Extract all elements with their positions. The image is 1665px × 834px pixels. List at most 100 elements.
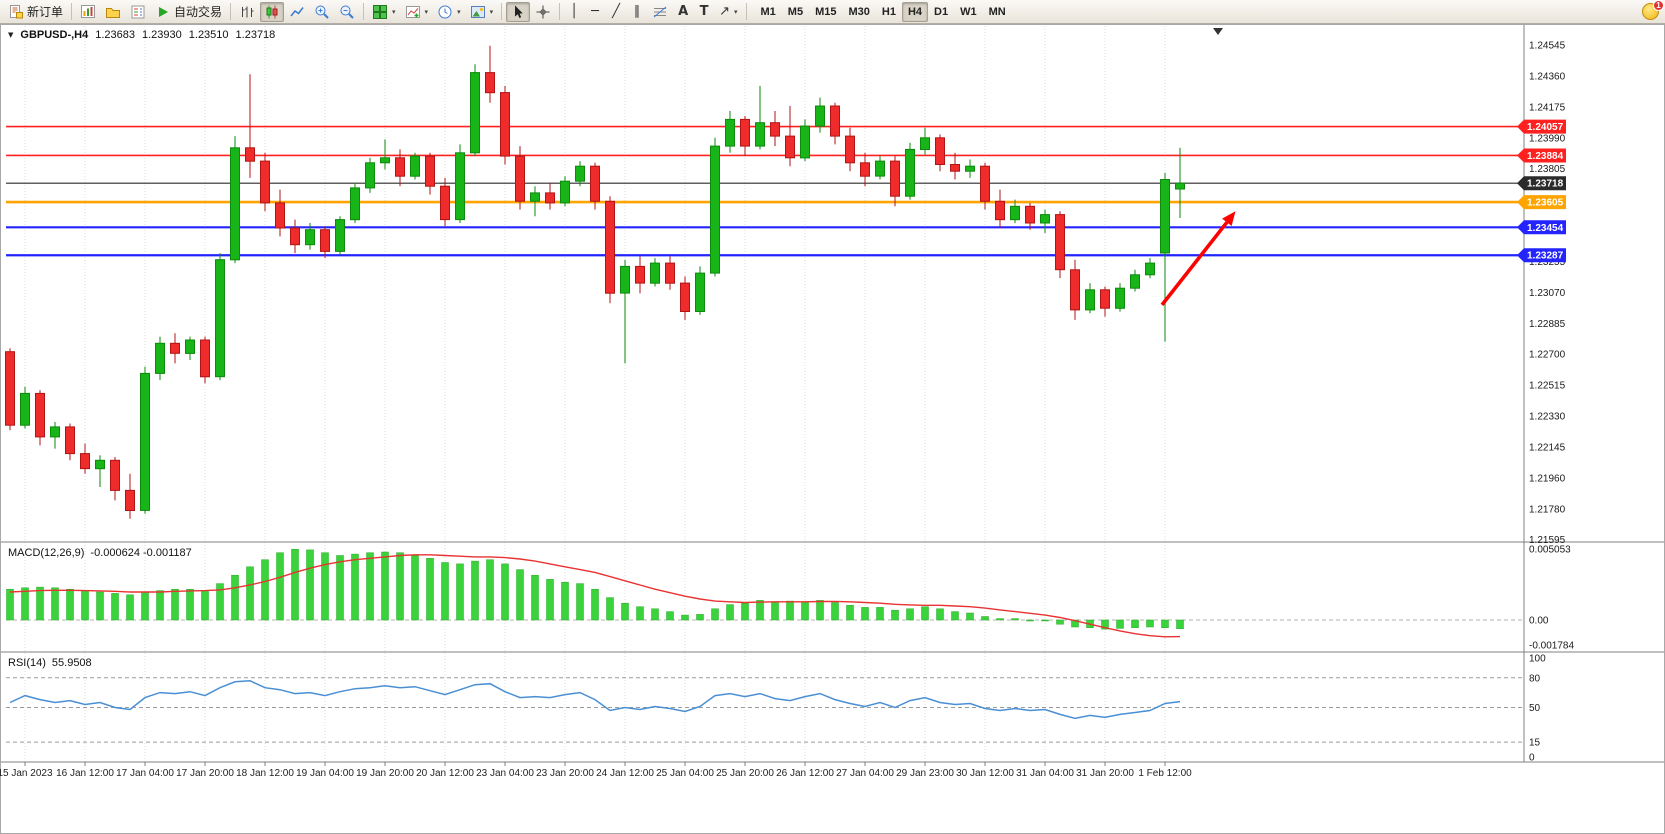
macd-signal-line bbox=[9, 554, 1181, 638]
svg-text:27 Jan 04:00: 27 Jan 04:00 bbox=[836, 768, 894, 779]
indicators-button[interactable]: ▾ bbox=[401, 2, 433, 22]
macd-name: MACD(12,26,9) bbox=[8, 547, 85, 559]
zoom-out-icon bbox=[340, 5, 354, 19]
svg-text:0.005053: 0.005053 bbox=[1529, 545, 1571, 556]
market-watch-button[interactable] bbox=[126, 2, 150, 22]
profiles-folder-icon bbox=[106, 7, 121, 18]
svg-text:1.23805: 1.23805 bbox=[1529, 164, 1566, 175]
rsi-line bbox=[9, 680, 1181, 720]
label-tool-button[interactable]: T bbox=[694, 2, 714, 22]
svg-text:1.22885: 1.22885 bbox=[1529, 319, 1566, 330]
timeframe-button-D1[interactable]: D1 bbox=[934, 5, 949, 18]
toolbar-separator bbox=[230, 3, 232, 20]
arrows-tool-button[interactable]: ↗ ▾ bbox=[715, 2, 741, 22]
new-order-icon bbox=[10, 4, 23, 18]
svg-text:24 Jan 12:00: 24 Jan 12:00 bbox=[596, 768, 654, 779]
trend-arrow[interactable] bbox=[1160, 211, 1236, 307]
zoom-out-button[interactable] bbox=[335, 2, 359, 22]
chart-shift-marker[interactable] bbox=[1213, 28, 1223, 35]
clock-icon bbox=[438, 5, 452, 18]
svg-text:1.23287: 1.23287 bbox=[1527, 251, 1564, 262]
text-tool-icon: A bbox=[678, 3, 689, 19]
svg-text:15 Jan 2023: 15 Jan 2023 bbox=[0, 768, 53, 779]
new-chart-button[interactable] bbox=[76, 2, 100, 22]
toolbar-separator bbox=[363, 3, 365, 20]
svg-text:80: 80 bbox=[1529, 673, 1541, 684]
svg-text:1.23990: 1.23990 bbox=[1529, 133, 1566, 144]
candlestick-icon bbox=[266, 5, 278, 18]
timeframe-button-M15[interactable]: M15 bbox=[815, 5, 837, 18]
tile-windows-button[interactable]: ▾ bbox=[368, 2, 400, 22]
svg-text:1.23718: 1.23718 bbox=[1527, 179, 1564, 190]
svg-text:23 Jan 04:00: 23 Jan 04:00 bbox=[476, 768, 534, 779]
zoom-in-button[interactable] bbox=[310, 2, 334, 22]
svg-text:23 Jan 20:00: 23 Jan 20:00 bbox=[536, 768, 594, 779]
svg-text:1.23605: 1.23605 bbox=[1527, 198, 1564, 209]
bar-chart-icon bbox=[242, 6, 254, 17]
zoom-in-icon bbox=[315, 5, 329, 19]
timeframe-button-M1[interactable]: M1 bbox=[760, 5, 776, 18]
channel-icon: ∥ bbox=[633, 3, 641, 19]
timeframe-button-M30[interactable]: M30 bbox=[848, 5, 870, 18]
svg-text:1.22145: 1.22145 bbox=[1529, 443, 1566, 454]
svg-text:1.22515: 1.22515 bbox=[1529, 381, 1566, 392]
line-chart-button[interactable] bbox=[285, 2, 309, 22]
collapse-icon[interactable]: ▼ bbox=[8, 31, 14, 39]
horizontal-line-tool-button[interactable]: ─ bbox=[585, 2, 605, 22]
svg-text:25 Jan 04:00: 25 Jan 04:00 bbox=[656, 768, 714, 779]
rsi-indicator-label: RSI(14) 55.9508 bbox=[8, 657, 92, 669]
timeframe-button-H4[interactable]: H4 bbox=[901, 1, 929, 22]
toolbar-separator bbox=[71, 3, 73, 20]
svg-text:17 Jan 04:00: 17 Jan 04:00 bbox=[116, 768, 174, 779]
horizontal-line-icon: ─ bbox=[591, 3, 599, 19]
toolbar-separator bbox=[501, 3, 503, 20]
candlestick-chart-button[interactable] bbox=[260, 1, 285, 22]
svg-text:50: 50 bbox=[1529, 703, 1541, 714]
autotrading-button[interactable]: 自动交易 bbox=[151, 2, 226, 22]
notification-badge: 1 bbox=[1653, 0, 1664, 11]
svg-text:20 Jan 12:00: 20 Jan 12:00 bbox=[416, 768, 474, 779]
svg-text:1.21595: 1.21595 bbox=[1529, 535, 1566, 546]
crosshair-button[interactable] bbox=[531, 2, 555, 22]
svg-text:15: 15 bbox=[1529, 738, 1541, 749]
ohlc-close: 1.23718 bbox=[235, 29, 276, 41]
text-tool-button[interactable]: A bbox=[673, 2, 693, 22]
svg-text:1.23884: 1.23884 bbox=[1527, 151, 1564, 162]
new-order-button[interactable]: 新订单 bbox=[4, 2, 67, 22]
svg-text:1.23255: 1.23255 bbox=[1529, 257, 1566, 268]
rsi-name: RSI(14) bbox=[8, 657, 46, 669]
indicators-icon bbox=[405, 5, 420, 18]
vertical-line-tool-button[interactable]: │ bbox=[564, 2, 584, 22]
svg-text:26 Jan 12:00: 26 Jan 12:00 bbox=[776, 768, 834, 779]
chart-header: ▼ GBPUSD-,H4 1.23683 1.23930 1.23510 1.2… bbox=[8, 29, 275, 41]
price-tag-1.24057: 1.24057 bbox=[1517, 119, 1566, 134]
periods-button[interactable]: ▾ bbox=[433, 2, 465, 22]
price-tag-1.23718: 1.23718 bbox=[1517, 176, 1566, 191]
svg-text:19 Jan 20:00: 19 Jan 20:00 bbox=[356, 768, 414, 779]
svg-text:30 Jan 12:00: 30 Jan 12:00 bbox=[956, 768, 1014, 779]
trendline-tool-button[interactable]: ╱ bbox=[606, 2, 626, 22]
arrow-tool-icon: ↗ bbox=[719, 3, 730, 19]
timeframe-button-H1[interactable]: H1 bbox=[881, 5, 896, 18]
templates-button[interactable]: ▾ bbox=[466, 2, 498, 22]
svg-text:1 Feb 12:00: 1 Feb 12:00 bbox=[1138, 768, 1192, 779]
candlesticks bbox=[5, 45, 1185, 519]
community-button[interactable]: 1 bbox=[1642, 0, 1664, 21]
svg-text:1.22700: 1.22700 bbox=[1529, 350, 1566, 361]
symbol-timeframe-label: GBPUSD-,H4 bbox=[20, 29, 89, 41]
timeframe-button-M5[interactable]: M5 bbox=[787, 5, 804, 18]
chevron-down-icon: ▾ bbox=[457, 7, 461, 16]
fibonacci-tool-button[interactable] bbox=[648, 2, 672, 22]
timeframe-button-W1[interactable]: W1 bbox=[960, 5, 977, 18]
channel-tool-button[interactable]: ∥ bbox=[627, 2, 647, 22]
autotrading-play-icon bbox=[159, 6, 169, 17]
cursor-button[interactable] bbox=[506, 1, 531, 22]
profiles-button[interactable] bbox=[101, 2, 125, 22]
svg-text:1.23454: 1.23454 bbox=[1527, 223, 1564, 234]
bar-chart-button[interactable] bbox=[235, 2, 259, 22]
svg-text:1.21960: 1.21960 bbox=[1529, 473, 1566, 484]
autotrading-label: 自动交易 bbox=[174, 5, 223, 19]
timeframe-toolbar: M1 M5 M15 M30 H1 H4 D1 W1 MN bbox=[755, 1, 1012, 22]
timeframe-button-MN[interactable]: MN bbox=[988, 5, 1006, 18]
